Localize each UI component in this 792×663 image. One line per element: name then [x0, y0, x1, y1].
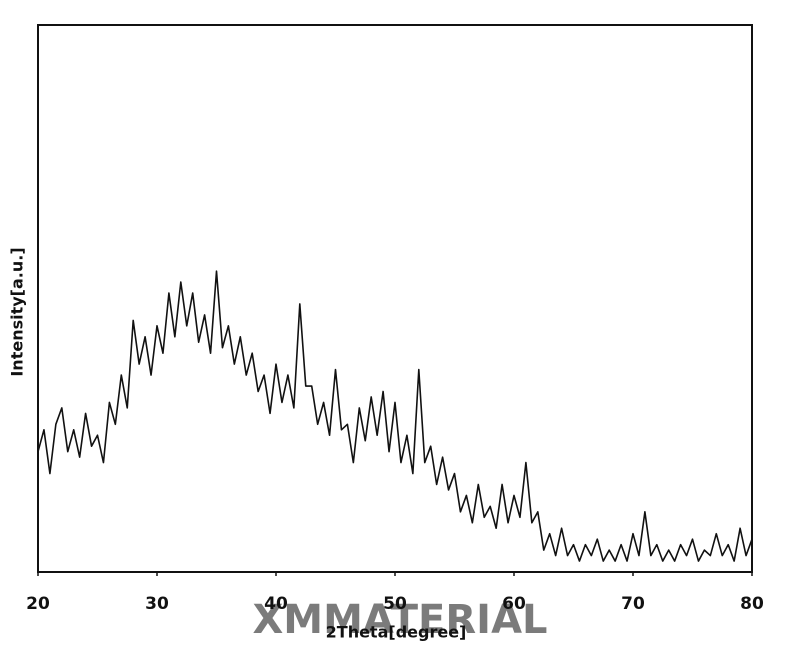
plot-frame [37, 24, 753, 573]
y-axis-label: Intensity[a.u.] [8, 247, 27, 376]
x-tick-label: 60 [502, 594, 526, 614]
watermark: XMMATERIAL [252, 597, 547, 643]
x-axis-label: 2Theta[degree] [326, 623, 467, 642]
x-tick-label: 30 [145, 594, 169, 614]
x-tick-label: 50 [383, 594, 407, 614]
x-tick-label: 70 [621, 594, 645, 614]
x-tick-label: 80 [740, 594, 764, 614]
x-tick-label: 20 [26, 594, 50, 614]
xrd-line [37, 270, 753, 562]
x-tick-label: 40 [264, 594, 288, 614]
